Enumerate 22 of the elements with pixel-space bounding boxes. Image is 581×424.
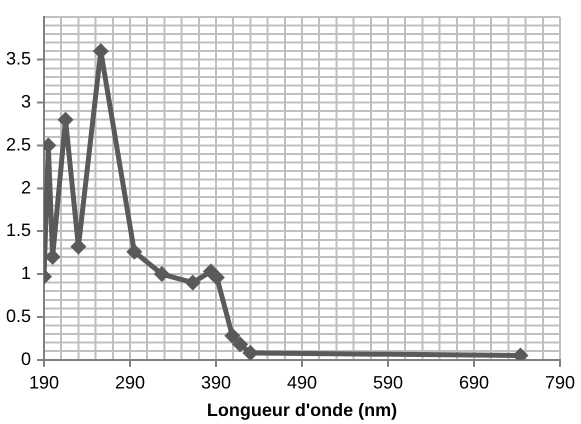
point bbox=[208, 269, 225, 286]
x-tick-label: 490 bbox=[286, 372, 318, 393]
point bbox=[154, 266, 170, 282]
x-tick-label: 290 bbox=[114, 372, 146, 393]
x-tick-label: 790 bbox=[544, 372, 576, 393]
y-tick-label: 3 bbox=[21, 92, 32, 112]
point bbox=[184, 274, 201, 291]
y-tick-label: 2 bbox=[21, 177, 32, 198]
x-axis-title: Longueur d'onde (nm) bbox=[206, 400, 398, 420]
x-tick-label: 390 bbox=[200, 372, 232, 393]
y-tick-label: 0.5 bbox=[6, 306, 32, 326]
point bbox=[126, 244, 142, 260]
x-tick-label: 190 bbox=[29, 372, 60, 393]
y-tick-label: 0 bbox=[21, 348, 32, 369]
y-tick-label: 2.5 bbox=[6, 134, 32, 154]
point bbox=[224, 328, 240, 344]
point bbox=[232, 336, 248, 352]
y-tick-label: 1.5 bbox=[6, 220, 32, 240]
x-tick-label: 590 bbox=[372, 372, 404, 393]
y-tick-label: 1 bbox=[21, 263, 32, 284]
x-tick-label: 690 bbox=[458, 372, 490, 393]
y-tick-label: 3.5 bbox=[6, 48, 32, 69]
